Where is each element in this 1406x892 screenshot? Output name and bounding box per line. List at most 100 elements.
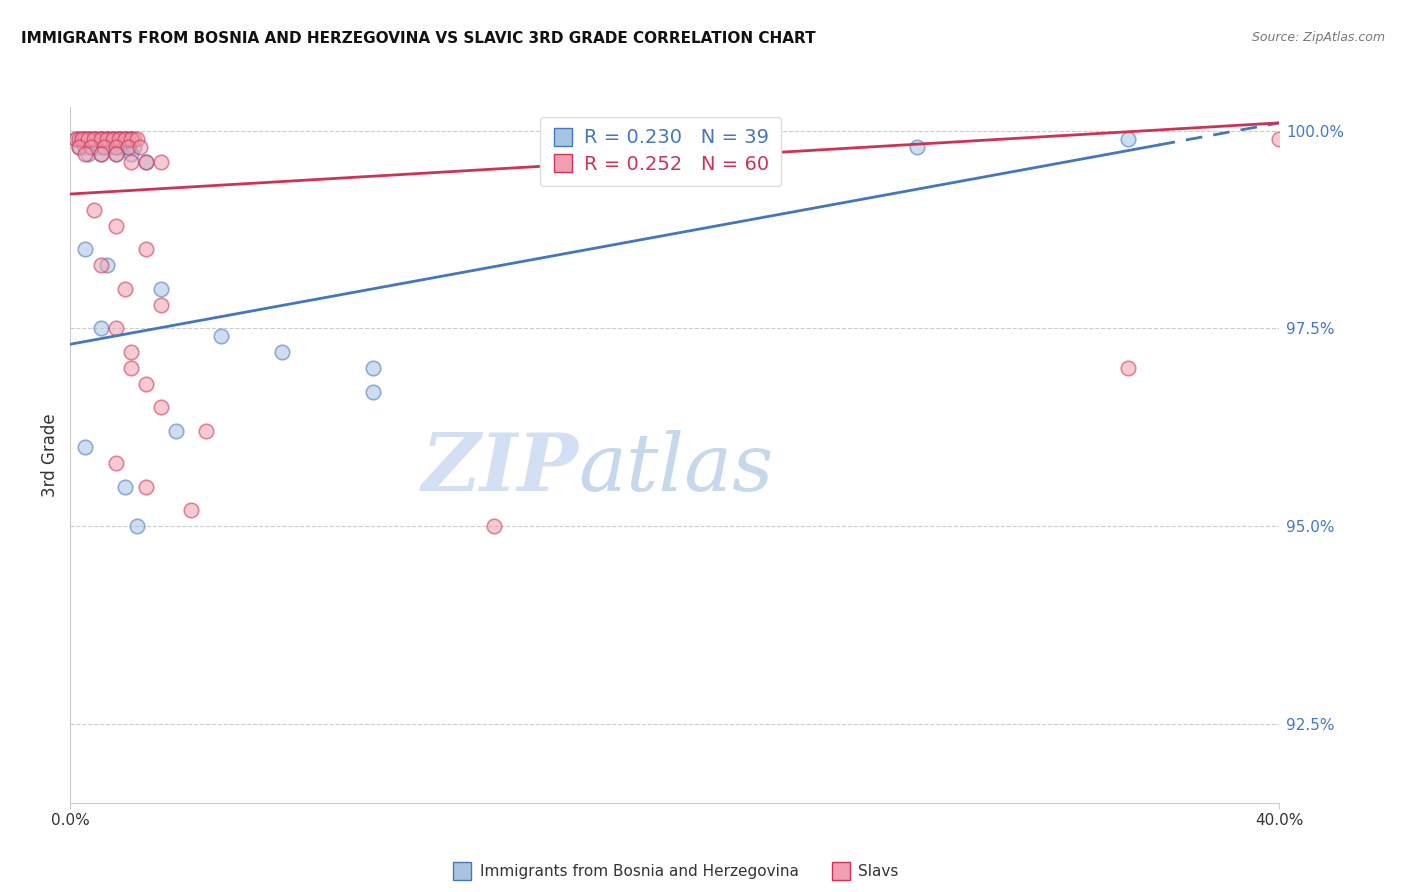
Point — [90, 147, 111, 161]
Point — [211, 329, 233, 343]
Point — [361, 384, 384, 399]
Point — [104, 147, 127, 161]
Point — [114, 131, 136, 145]
Point — [72, 131, 94, 145]
Point — [104, 456, 127, 470]
Text: ZIP: ZIP — [422, 430, 578, 508]
Point — [90, 147, 111, 161]
Point — [80, 139, 103, 153]
Point — [361, 360, 384, 375]
Point — [482, 519, 505, 533]
Point — [80, 131, 103, 145]
Point — [135, 243, 157, 257]
Point — [120, 360, 142, 375]
Point — [104, 147, 127, 161]
Point — [90, 131, 111, 145]
Point — [122, 131, 145, 145]
Point — [75, 243, 97, 257]
Point — [93, 139, 115, 153]
Point — [104, 321, 127, 335]
Point — [120, 155, 142, 169]
Point — [135, 155, 157, 169]
Point — [120, 131, 142, 145]
Point — [90, 321, 111, 335]
Point — [90, 131, 111, 145]
Point — [90, 131, 111, 145]
Point — [117, 131, 139, 145]
Point — [77, 131, 100, 145]
Point — [67, 131, 90, 145]
Point — [96, 258, 118, 272]
Point — [271, 345, 294, 359]
Point — [77, 131, 100, 145]
Point — [1268, 131, 1291, 145]
Point — [125, 131, 148, 145]
Point — [93, 139, 115, 153]
Point — [107, 131, 129, 145]
Text: IMMIGRANTS FROM BOSNIA AND HERZEGOVINA VS SLAVIC 3RD GRADE CORRELATION CHART: IMMIGRANTS FROM BOSNIA AND HERZEGOVINA V… — [21, 31, 815, 46]
Point — [96, 131, 118, 145]
Point — [75, 131, 97, 145]
Point — [150, 298, 173, 312]
Point — [117, 139, 139, 153]
Point — [65, 131, 87, 145]
Point — [83, 131, 105, 145]
Point — [101, 131, 124, 145]
Point — [135, 376, 157, 391]
Point — [120, 147, 142, 161]
Text: Source: ZipAtlas.com: Source: ZipAtlas.com — [1251, 31, 1385, 45]
Point — [83, 131, 105, 145]
Point — [65, 131, 87, 145]
Point — [128, 139, 150, 153]
Point — [104, 139, 127, 153]
Point — [75, 440, 97, 454]
Point — [83, 131, 105, 145]
Point — [93, 131, 115, 145]
Point — [75, 147, 97, 161]
Point — [98, 131, 121, 145]
Point — [101, 131, 124, 145]
Point — [135, 479, 157, 493]
Point — [195, 424, 218, 438]
Point — [75, 139, 97, 153]
Point — [120, 131, 142, 145]
Point — [77, 147, 100, 161]
Point — [96, 131, 118, 145]
Point — [104, 131, 127, 145]
Point — [72, 131, 94, 145]
Point — [114, 131, 136, 145]
Point — [1118, 131, 1140, 145]
Point — [104, 139, 127, 153]
Point — [122, 139, 145, 153]
Point — [150, 401, 173, 415]
Point — [107, 131, 129, 145]
Point — [150, 282, 173, 296]
Point — [150, 155, 173, 169]
Point — [96, 131, 118, 145]
Point — [120, 131, 142, 145]
Point — [101, 131, 124, 145]
Legend: Immigrants from Bosnia and Herzegovina, Slavs: Immigrants from Bosnia and Herzegovina, … — [444, 858, 905, 886]
Point — [117, 139, 139, 153]
Point — [111, 139, 134, 153]
Point — [86, 131, 108, 145]
Point — [114, 479, 136, 493]
Point — [80, 139, 103, 153]
Point — [111, 131, 134, 145]
Point — [72, 131, 94, 145]
Point — [125, 519, 148, 533]
Point — [83, 202, 105, 217]
Point — [165, 424, 187, 438]
Point — [98, 139, 121, 153]
Text: atlas: atlas — [578, 430, 773, 508]
Point — [114, 282, 136, 296]
Point — [77, 131, 100, 145]
Point — [135, 155, 157, 169]
Point — [114, 131, 136, 145]
Point — [104, 219, 127, 233]
Point — [107, 131, 129, 145]
Point — [67, 139, 90, 153]
Point — [90, 258, 111, 272]
Y-axis label: 3rd Grade: 3rd Grade — [41, 413, 59, 497]
Point — [180, 503, 202, 517]
